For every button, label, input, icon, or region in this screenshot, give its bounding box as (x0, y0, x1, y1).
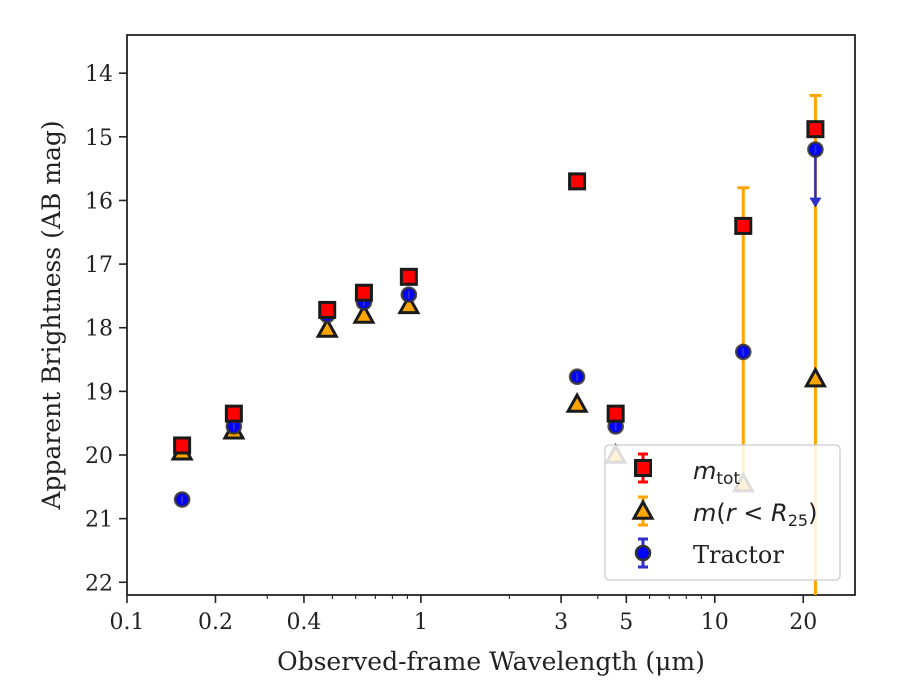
x-tick-label: 5 (619, 610, 633, 635)
x-axis-ticks: 0.1 0.2 0.4 1 3 5 10 20 (110, 595, 817, 635)
x-tick-label: 0.4 (286, 610, 321, 635)
series-circle (173, 141, 824, 508)
y-axis-ticks: 14 15 16 17 18 19 20 21 22 (85, 62, 127, 596)
legend-marker-triangle (631, 498, 655, 520)
legend-marker-square (634, 459, 652, 477)
data-point-m-r25 (803, 366, 827, 388)
legend: mtot m(r < R25) Tractor (604, 444, 841, 581)
y-axis-label: Apparent Brightness (AB mag) (37, 120, 66, 510)
series-square (173, 120, 825, 455)
x-tick-label: 10 (701, 610, 729, 635)
y-tick-label: 17 (85, 253, 113, 278)
data-point-m-tot (173, 436, 192, 455)
upper-limit-arrow (809, 197, 822, 208)
y-tick-label: 18 (85, 317, 113, 342)
legend-marker-circle (634, 544, 652, 562)
x-tick-label: 1 (414, 610, 428, 635)
y-tick-label: 14 (85, 62, 113, 87)
data-point-m-r25 (397, 293, 421, 315)
data-point-m-tot (606, 404, 625, 423)
data-point-m-tot (568, 172, 587, 191)
data-marks (170, 93, 827, 595)
data-point-m-tot (806, 120, 825, 139)
y-tick-label: 15 (85, 126, 113, 151)
data-point-m-tot (354, 283, 373, 302)
legend-label-m-r25: m(r < R25) (693, 499, 817, 530)
legend-label-tractor: Tractor (693, 541, 784, 569)
x-tick-label: 20 (789, 610, 817, 635)
data-point-m-r25 (315, 316, 339, 338)
legend-markers (631, 452, 655, 569)
x-axis-label: Observed-frame Wavelength (μm) (277, 647, 705, 676)
data-point-m-tot (734, 216, 753, 235)
data-point-m-tot (399, 267, 418, 286)
legend-label-m-tot: mtot (693, 457, 740, 489)
x-tick-label: 0.2 (198, 610, 233, 635)
y-tick-label: 20 (85, 444, 113, 469)
x-tick-label: 0.1 (110, 610, 145, 635)
data-point-m-r25 (352, 302, 376, 324)
plot-frame (126, 34, 856, 596)
data-point-m-tot (318, 300, 337, 319)
legend-box (604, 444, 841, 581)
y-tick-label: 22 (85, 571, 113, 596)
data-point-m-tot (224, 404, 243, 423)
y-tick-label: 21 (85, 508, 113, 533)
data-point-m-r25 (565, 392, 589, 413)
x-tick-label: 3 (554, 610, 568, 635)
y-tick-label: 19 (85, 380, 113, 405)
y-tick-label: 16 (85, 189, 113, 214)
